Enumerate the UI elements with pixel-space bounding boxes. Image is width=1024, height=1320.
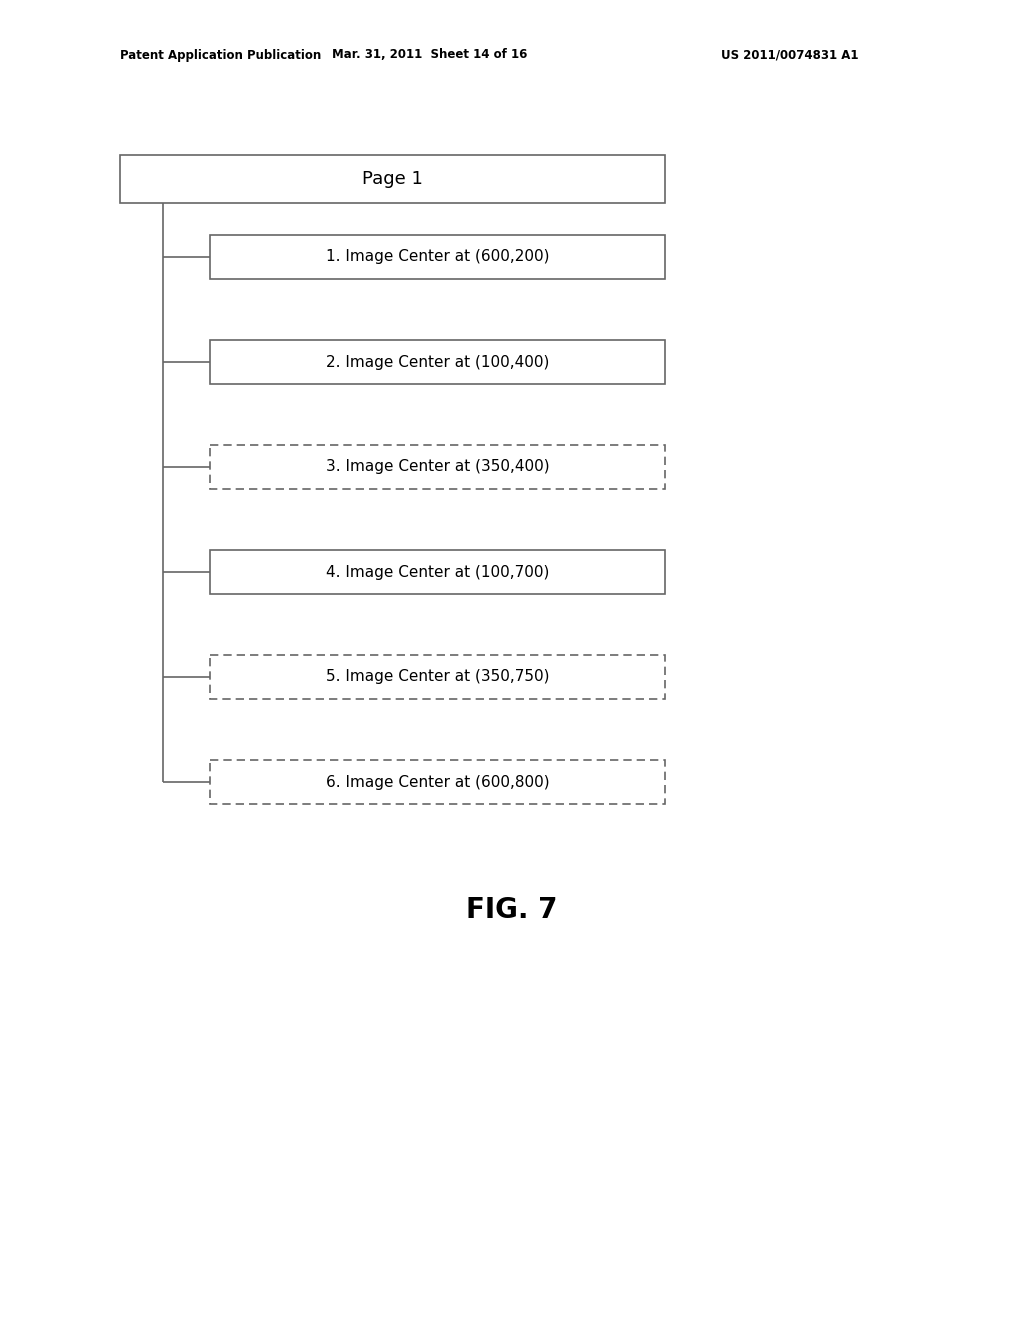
Bar [210,550,665,594]
Text: Patent Application Publication: Patent Application Publication [120,49,322,62]
Bar [210,760,665,804]
Text: Mar. 31, 2011  Sheet 14 of 16: Mar. 31, 2011 Sheet 14 of 16 [333,49,527,62]
Bar [210,445,665,488]
Text: 5. Image Center at (350,750): 5. Image Center at (350,750) [326,669,549,685]
Text: 6. Image Center at (600,800): 6. Image Center at (600,800) [326,775,549,789]
Text: 3. Image Center at (350,400): 3. Image Center at (350,400) [326,459,549,474]
Bar [210,235,665,279]
Text: Page 1: Page 1 [362,170,423,187]
Text: 2. Image Center at (100,400): 2. Image Center at (100,400) [326,355,549,370]
Text: FIG. 7: FIG. 7 [466,896,558,924]
Bar [120,154,665,203]
Text: US 2011/0074831 A1: US 2011/0074831 A1 [721,49,859,62]
Bar [210,341,665,384]
Text: 4. Image Center at (100,700): 4. Image Center at (100,700) [326,565,549,579]
Text: 1. Image Center at (600,200): 1. Image Center at (600,200) [326,249,549,264]
Bar [210,655,665,700]
